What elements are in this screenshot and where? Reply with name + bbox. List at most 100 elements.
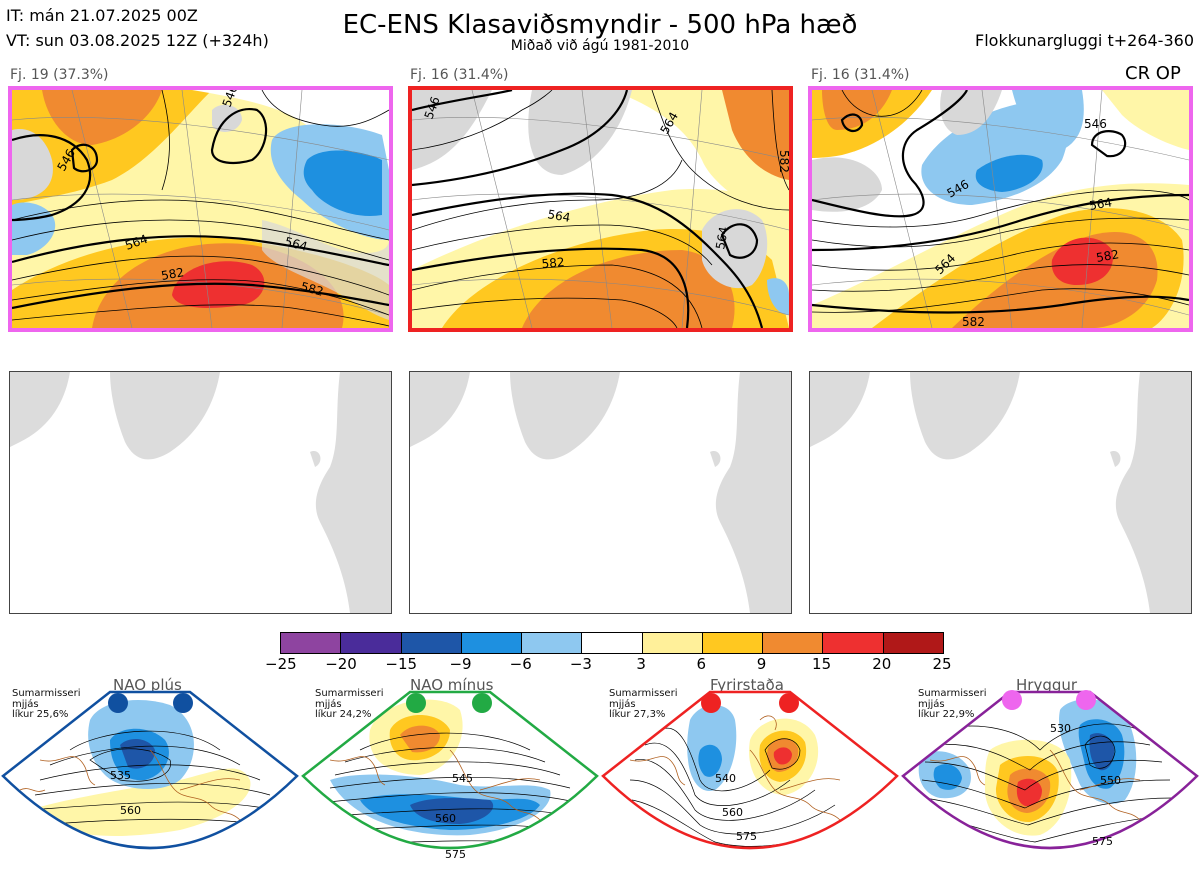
- contour-label: 582: [777, 150, 789, 173]
- regime-3-title: Fyrirstaða: [710, 676, 784, 694]
- regime-3-frame: [601, 690, 899, 850]
- regime-average: mjjás: [12, 698, 39, 710]
- cluster-map-2-drawing: 546 564 564 564 582 582: [412, 90, 789, 328]
- contour-label: 564: [1088, 195, 1113, 213]
- page-title: EC-ENS Klasaviðsmyndir - 500 hPa hæð: [342, 10, 858, 40]
- contour-label: 564: [283, 234, 309, 253]
- regime-4-frame: [901, 690, 1199, 850]
- page-subtitle: Miðað við ágú 1981-2010: [510, 38, 690, 54]
- colorbar-tick: −15: [385, 655, 418, 673]
- colorbar-segment: [642, 633, 703, 653]
- empty-map-2-land: [410, 372, 791, 613]
- colorbar-segment: [823, 633, 884, 653]
- colorbar-segment: [401, 633, 462, 653]
- colorbar-tick: 15: [812, 655, 832, 673]
- contour-label: 582: [160, 265, 185, 283]
- panel-label-1: Fj. 19 (37.3%): [10, 67, 109, 83]
- contour-label: 530: [1050, 722, 1071, 735]
- contour-label: 575: [445, 848, 466, 861]
- empty-map-3-land: [810, 372, 1191, 613]
- regime-1-dot-left: [108, 693, 128, 713]
- contour-label: 560: [435, 812, 456, 825]
- contour-label: 582: [962, 315, 985, 328]
- colorbar-segment: [702, 633, 764, 653]
- cluster-map-3[interactable]: 546 546 564 564 582 582: [808, 86, 1193, 332]
- regime-season: Sumarmisseri: [609, 688, 678, 699]
- regime-2-note: Sumarmisseri mjjás líkur 24,2%: [315, 688, 384, 721]
- contour-label: 540: [715, 772, 736, 785]
- colorbar-tick: −25: [265, 655, 297, 673]
- issue-time: IT: mán 21.07.2025 00Z: [6, 6, 198, 25]
- regime-probability: líkur 24,2%: [315, 709, 372, 720]
- regime-2-dot-left: [406, 693, 426, 713]
- contour-label: 582: [299, 279, 325, 298]
- colorbar-tick: −20: [325, 655, 357, 673]
- regime-2-map[interactable]: 545 560 575: [300, 690, 600, 871]
- contour-label: 535: [110, 769, 131, 782]
- empty-map-1-land: [10, 372, 391, 613]
- contour-label: 575: [1092, 835, 1113, 848]
- colorbar: [280, 632, 944, 654]
- colorbar-tick: 9: [756, 655, 767, 673]
- colorbar-tick: 3: [636, 655, 646, 673]
- contour-label: 546: [1084, 117, 1107, 131]
- valid-time: VT: sun 03.08.2025 12Z (+324h): [6, 31, 269, 50]
- regime-1-frame: [1, 690, 299, 850]
- regime-2-dot-right: [472, 693, 492, 713]
- regime-1-map[interactable]: 535 560: [0, 690, 300, 871]
- contour-label: 564: [546, 207, 571, 225]
- regime-3-dot-left: [701, 693, 721, 713]
- cluster-map-3-drawing: 546 546 564 564 582 582: [812, 90, 1189, 328]
- regime-4-title: Hryggur: [1016, 676, 1078, 694]
- regime-1-dot-right: [173, 693, 193, 713]
- colorbar-segment: [883, 633, 943, 653]
- regime-4-dot-left: [1002, 690, 1022, 710]
- regime-3-note: Sumarmisseri mjjás líkur 27,3%: [609, 688, 678, 721]
- regime-3-dot-right: [779, 693, 799, 713]
- regime-probability: líkur 25,6%: [12, 709, 69, 720]
- colorbar-segment: [461, 633, 523, 653]
- contour-label: 582: [541, 255, 565, 271]
- regime-probability: líkur 27,3%: [609, 709, 666, 720]
- panel-label-3: Fj. 16 (31.4%): [811, 67, 910, 83]
- colorbar-tick: −9: [449, 655, 472, 673]
- contour-label: 560: [120, 804, 141, 817]
- cluster-map-1[interactable]: 546 546 564 564 582 582: [8, 86, 393, 332]
- regime-average: mjjás: [609, 698, 636, 710]
- regime-4-map[interactable]: 530 550 575: [900, 690, 1200, 871]
- regime-1-title: NAO plús: [113, 676, 182, 694]
- regime-2-title: NAO mínus: [410, 676, 494, 694]
- regime-1-note: Sumarmisseri mjjás líkur 25,6%: [12, 688, 81, 721]
- colorbar-segment: [522, 633, 583, 653]
- regime-probability: líkur 22,9%: [918, 709, 975, 720]
- colorbar-tick: −6: [509, 655, 532, 673]
- contour-label: 564: [713, 226, 731, 251]
- empty-map-3: [809, 371, 1192, 614]
- contour-label: 582: [1095, 247, 1120, 265]
- colorbar-tick: 20: [872, 655, 892, 673]
- colorbar-segment: [763, 633, 824, 653]
- regime-season: Sumarmisseri: [12, 688, 81, 699]
- empty-map-2: [409, 371, 792, 614]
- empty-map-1: [9, 371, 392, 614]
- classification-window: Flokkunargluggi t+264-360: [975, 31, 1194, 50]
- regime-4-dot-right: [1076, 690, 1096, 710]
- regime-season: Sumarmisseri: [918, 688, 987, 699]
- contour-label: 550: [1100, 774, 1121, 787]
- colorbar-tick: −3: [569, 655, 592, 673]
- regime-3-map[interactable]: 540 560 575: [600, 690, 900, 871]
- cluster-map-2[interactable]: 546 564 564 564 582 582: [408, 86, 793, 332]
- regime-season: Sumarmisseri: [315, 688, 384, 699]
- colorbar-tick: 25: [932, 655, 952, 673]
- contour-label: 575: [736, 830, 757, 843]
- cluster-map-1-drawing: 546 546 564 564 582 582: [12, 90, 389, 328]
- contour-label: 560: [722, 806, 743, 819]
- colorbar-segment: [281, 633, 342, 653]
- colorbar-segment: [582, 633, 643, 653]
- colorbar-tick: 6: [696, 655, 707, 673]
- regime-4-note: Sumarmisseri mjjás líkur 22,9%: [918, 688, 987, 721]
- contour-label: 545: [452, 772, 473, 785]
- cr-op-tag: CR OP: [1125, 63, 1181, 84]
- regime-average: mjjás: [918, 698, 945, 710]
- colorbar-ticks: −25 −20 −15 −9 −6 −3 3 6 9 15 20 25: [265, 655, 952, 674]
